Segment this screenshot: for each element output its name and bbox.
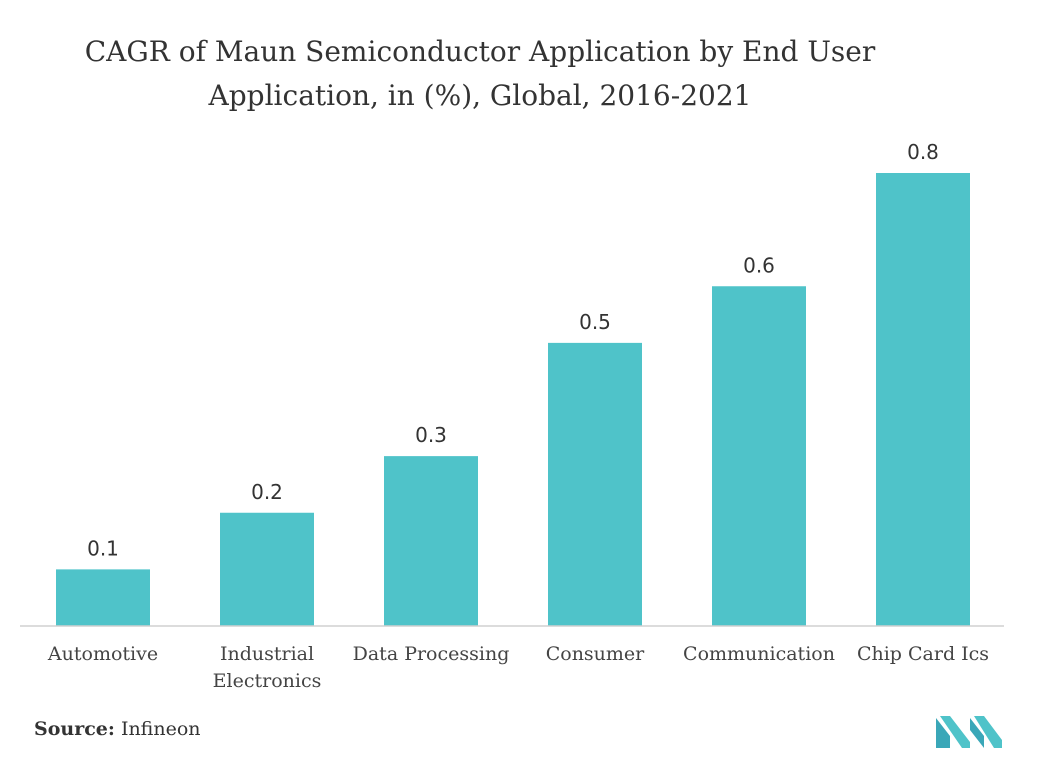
category-label-line: Electronics <box>213 670 322 692</box>
bar-5 <box>876 173 970 626</box>
source-note: Source: Infineon <box>34 718 201 740</box>
category-label-line: Data Processing <box>353 643 510 665</box>
chart-title-line-1: CAGR of Maun Semiconductor Application b… <box>84 35 876 68</box>
bar-4 <box>712 286 806 626</box>
bars-layer: 0.1 Automotive 0.2 Industrial Electronics 0.3… <box>47 140 989 692</box>
data-label-4: 0.6 <box>743 253 775 277</box>
category-label-1: Industrial Electronics <box>213 643 322 692</box>
source-value: Infineon <box>120 718 201 740</box>
category-label-line: Chip Card Ics <box>857 643 989 665</box>
chart-title: CAGR of Maun Semiconductor Application b… <box>0 30 960 118</box>
bar-chart: 0.1 Automotive 0.2 Industrial Electronics 0.3… <box>20 140 1004 692</box>
chart-title-line-2: Application, in (%), Global, 2016-2021 <box>208 79 752 112</box>
data-label-1: 0.2 <box>251 480 283 504</box>
category-label-line: Consumer <box>546 643 645 665</box>
category-label-line: Automotive <box>47 643 158 665</box>
bar-0 <box>56 569 150 626</box>
category-label-5: Chip Card Ics <box>857 643 989 665</box>
category-label-4: Communication <box>683 643 835 665</box>
source-label: Source: <box>34 718 115 740</box>
category-label-line: Industrial <box>220 643 314 665</box>
bar-2 <box>384 456 478 626</box>
category-label-line: Communication <box>683 643 835 665</box>
data-label-5: 0.8 <box>907 140 939 164</box>
category-label-0: Automotive <box>47 643 158 665</box>
bar-3 <box>548 342 642 626</box>
mordor-intelligence-logo-icon <box>936 716 1002 748</box>
data-label-2: 0.3 <box>415 423 447 447</box>
category-label-3: Consumer <box>546 643 645 665</box>
data-label-0: 0.1 <box>87 536 119 560</box>
data-label-3: 0.5 <box>579 310 611 334</box>
bar-1 <box>220 512 314 626</box>
category-label-2: Data Processing <box>353 643 510 665</box>
